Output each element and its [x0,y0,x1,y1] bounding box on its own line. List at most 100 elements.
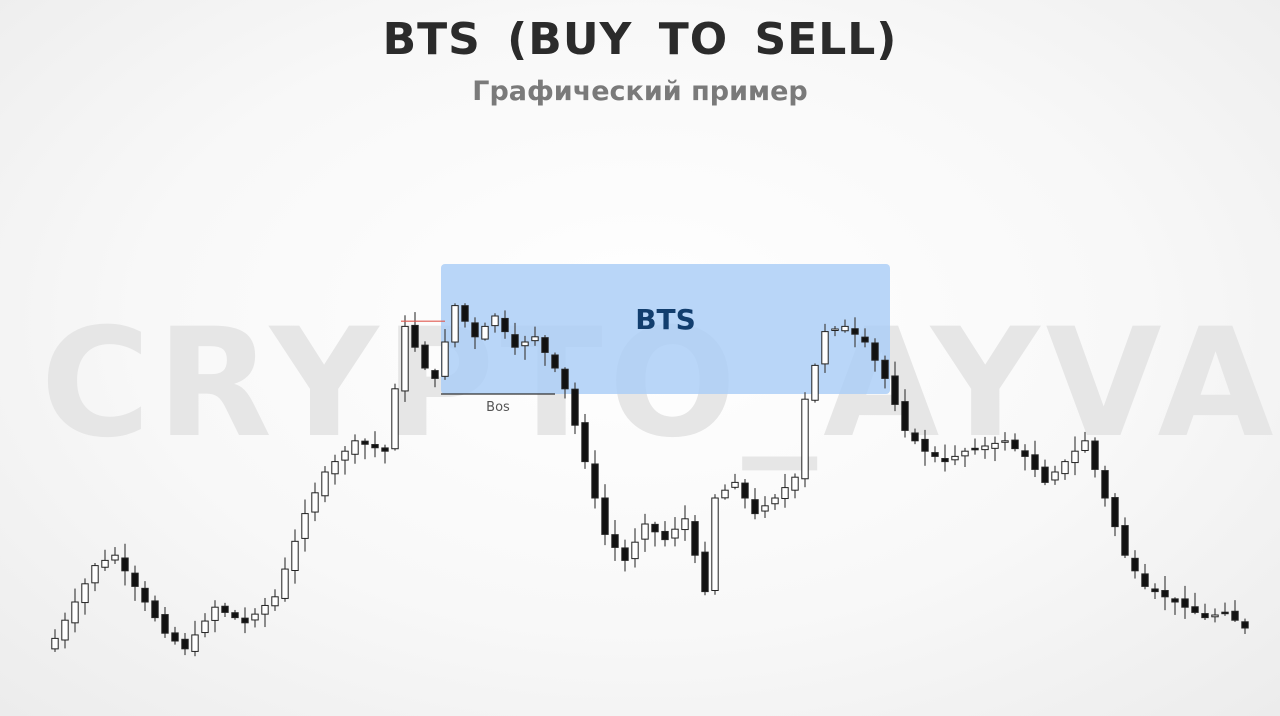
candle-body-up [1001,440,1009,443]
candle [301,499,309,552]
candle-body-down [371,444,379,449]
candle [681,505,689,541]
candle [1071,436,1079,476]
candle-body-down [171,632,179,642]
candle [391,383,399,451]
candle [1241,618,1249,634]
candle-body-up [991,442,999,449]
candle [161,606,169,638]
candle [121,543,129,586]
candle-body-up [331,461,339,475]
labels-layer: BTS Bos [401,303,696,415]
candle-body-down [621,547,629,561]
candle [831,326,839,337]
candle-body-down [1021,450,1029,457]
candle [171,626,179,645]
candle [871,338,879,372]
candle [931,446,939,463]
candle [1121,517,1129,559]
candle [351,434,359,464]
candle [1191,592,1199,615]
candle-body-down [1121,525,1129,556]
candle-body-up [111,554,119,561]
candle-body-up [951,455,959,461]
candle [841,319,849,333]
candle [411,312,419,352]
candle [91,563,99,592]
candle [651,521,659,547]
candle-body-down [221,605,229,613]
candle [331,454,339,485]
candle-body-up [1211,614,1219,618]
candle-body-up [441,341,449,377]
candle [361,438,369,460]
candle [891,361,899,412]
candle-body-down [1101,470,1109,499]
candle-body-down [1041,466,1049,483]
candle [291,529,299,584]
candle [381,444,389,464]
candle [751,488,759,520]
candle-body-down [241,617,249,624]
candle-body-down [911,432,919,442]
candle [141,581,149,612]
candle [1231,600,1239,622]
candle-body-up [1081,440,1089,451]
candle [971,438,979,455]
candle-body-up [771,497,779,505]
candle [911,428,919,445]
candle-body-up [281,568,289,599]
candle [461,303,469,328]
candle [691,515,699,564]
candle [431,368,439,388]
candle [421,341,429,371]
candle-body-down [131,572,139,587]
candle-body-down [1091,440,1099,470]
candle-body-down [601,497,609,535]
candle [231,609,239,620]
candle-body-up [481,325,489,340]
candle-body-down [431,370,439,379]
candle [981,436,989,459]
candle-body-up [491,315,499,327]
candle-body-down [741,482,749,499]
candle-body-up [251,613,259,621]
candle-body-down [591,463,599,499]
candle [131,565,139,601]
candle [321,466,329,503]
candle-body-up [821,331,829,365]
candle-body-up [301,513,309,539]
candle [1051,465,1059,485]
candle [1081,431,1089,453]
candle [601,484,609,546]
candle [521,335,529,360]
candle-body-up [721,489,729,499]
candle [491,313,499,333]
candle [621,539,629,572]
candle-body-down [871,342,879,361]
candle-body-down [121,557,129,572]
candle-body-down [1141,573,1149,587]
candle [661,521,669,547]
candle-body-up [321,471,329,497]
candle-body-down [141,587,149,603]
chart-title: BTS (BUY TO SELL) [382,14,898,65]
candle-body-down [1031,454,1039,470]
candle [1101,465,1109,507]
candle [401,315,409,402]
candle [1131,550,1139,579]
candle-body-down [1111,497,1119,528]
candle-body-down [151,600,159,619]
candle [181,632,189,656]
candle [991,436,999,462]
candle [941,444,949,472]
candle-body-down [161,614,169,634]
candle [1181,585,1189,619]
candle-body-up [811,364,819,401]
candle-body-up [731,481,739,488]
candle-body-up [271,596,279,607]
bts-zone-label: BTS [635,303,696,336]
candle-body-down [571,388,579,426]
candle [151,595,159,622]
